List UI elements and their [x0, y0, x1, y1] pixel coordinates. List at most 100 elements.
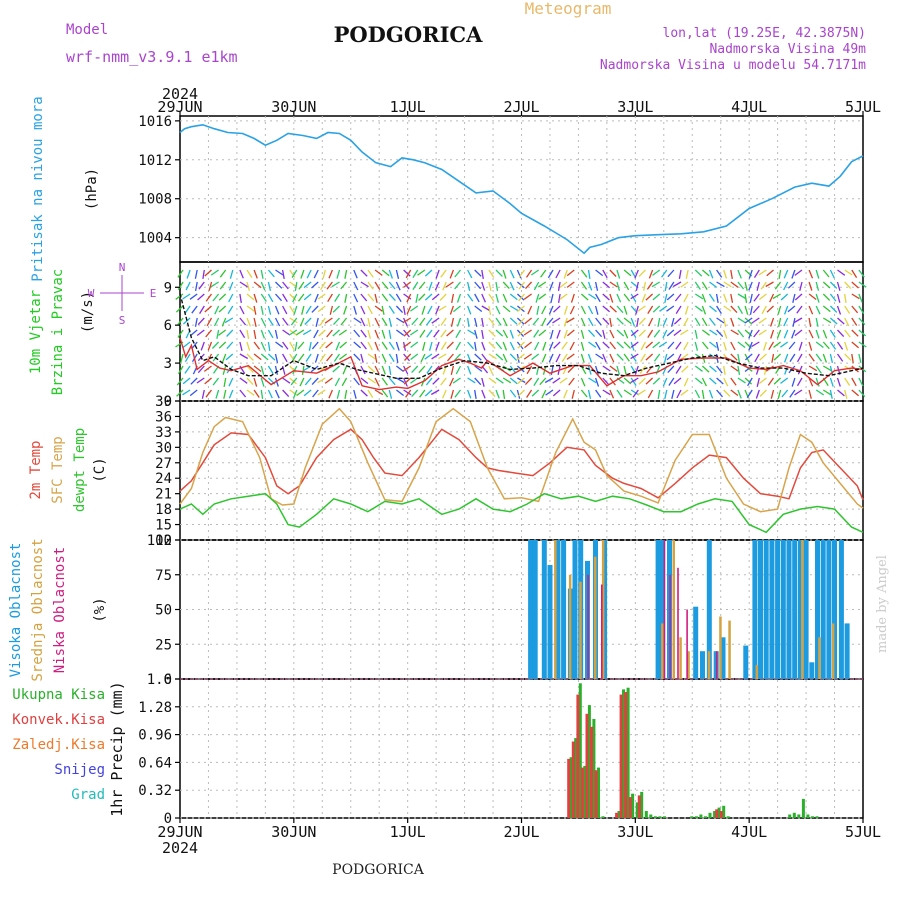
- wind-barb: [296, 329, 305, 336]
- precip-legend-entry: Grad: [71, 787, 105, 803]
- wind-barb: [201, 389, 205, 399]
- wind-barb: [680, 389, 689, 396]
- wind-barb: [701, 269, 710, 277]
- wind-barb: [664, 389, 668, 399]
- wind-barb: [360, 329, 367, 338]
- wind-barb: [535, 293, 540, 303]
- wind-barb: [563, 389, 568, 399]
- wind-barb: [771, 353, 775, 363]
- wind-barb: [616, 341, 624, 349]
- wind-barb: [211, 341, 220, 349]
- wind-barb: [844, 281, 852, 290]
- wind-barb: [753, 269, 760, 278]
- wind-barb: [204, 305, 212, 313]
- wind-barb: [481, 329, 484, 340]
- y-tick-label: 0: [164, 394, 172, 410]
- wind-barb: [595, 269, 604, 277]
- wind-barb: [675, 305, 682, 314]
- wind-barb: [851, 281, 859, 289]
- wind-barb: [267, 317, 274, 326]
- wind-barb: [332, 305, 340, 313]
- wind-barb: [767, 377, 775, 386]
- wind-barb: [822, 365, 832, 372]
- wind-barb: [759, 353, 767, 361]
- wind-barb: [406, 293, 412, 303]
- wind-barb: [246, 341, 251, 351]
- wind-barb: [559, 281, 568, 288]
- x-tick-label-top: 30JUN: [271, 98, 316, 116]
- wind-barb: [747, 377, 753, 387]
- wind-barb: [787, 281, 796, 289]
- wind-barb: [411, 389, 419, 398]
- wind-barb: [495, 377, 504, 384]
- wind-barb: [516, 281, 525, 289]
- wind-barb: [716, 281, 725, 288]
- wind-barb: [226, 365, 234, 374]
- wind-barb: [180, 353, 184, 363]
- wind-barb: [737, 365, 741, 376]
- wind-barb: [663, 353, 668, 363]
- wind-barb: [331, 281, 340, 288]
- wind-barb: [289, 293, 297, 301]
- wind-barb: [657, 389, 661, 400]
- wind-barb: [450, 365, 455, 375]
- wind-barb: [781, 389, 789, 398]
- wind-barb: [328, 269, 334, 279]
- wind-barb: [509, 269, 515, 279]
- wind-barb: [454, 281, 461, 290]
- wind-barb: [609, 329, 615, 339]
- wind-barb: [431, 317, 440, 324]
- wind-barb: [540, 269, 547, 278]
- wind-barb: [616, 353, 624, 361]
- cloud-low-bar: [686, 609, 688, 679]
- wind-barb: [527, 305, 533, 315]
- wind-barb: [467, 293, 474, 302]
- wind-barb: [395, 305, 404, 314]
- wind-barb: [659, 305, 668, 312]
- wind-barb: [176, 377, 184, 386]
- wind-barb: [561, 341, 568, 350]
- wind-barb: [730, 389, 739, 397]
- wind-barb: [737, 281, 745, 290]
- wind-barb: [381, 305, 385, 315]
- wind-barb: [623, 341, 631, 349]
- wind-barb: [189, 389, 198, 397]
- wind-barb: [587, 305, 594, 315]
- wind-barb: [837, 317, 845, 325]
- precip-total-bar: [635, 802, 639, 818]
- wind-barb: [623, 365, 627, 375]
- wind-barb: [509, 353, 518, 361]
- wind-barb: [246, 353, 254, 361]
- wind-barb: [274, 329, 279, 339]
- wind-barb: [308, 341, 312, 351]
- wind-barb: [420, 353, 426, 363]
- wind-barb: [640, 353, 646, 362]
- wind-barb: [367, 281, 374, 290]
- wind-barb: [403, 317, 408, 327]
- precip-total-bar: [653, 816, 657, 818]
- wind-barb: [748, 269, 753, 279]
- wind-barb: [753, 293, 760, 302]
- wind-barb: [467, 269, 473, 279]
- wind-barb: [609, 365, 618, 372]
- wind-barb: [630, 389, 640, 396]
- precip-convective-bar: [719, 811, 723, 818]
- wind-barb: [851, 389, 860, 397]
- wind-barb: [667, 341, 675, 350]
- wind-barb: [184, 305, 191, 314]
- cloud-mid-bar: [679, 637, 682, 679]
- wind-barb: [228, 281, 234, 291]
- wind-barb: [194, 317, 198, 327]
- wind-barb: [260, 329, 266, 339]
- wind-barb: [502, 317, 508, 327]
- wind-barb: [723, 329, 728, 339]
- wind-barb: [661, 269, 668, 278]
- wind-barb: [502, 365, 511, 372]
- wind-barb: [367, 353, 376, 360]
- cloud-mid-bar: [672, 540, 675, 679]
- wind-barb: [282, 317, 289, 326]
- y-tick-label: 25: [155, 637, 172, 653]
- wind-barb: [456, 293, 462, 303]
- wind-barb: [488, 269, 495, 278]
- wind-barb: [396, 365, 404, 373]
